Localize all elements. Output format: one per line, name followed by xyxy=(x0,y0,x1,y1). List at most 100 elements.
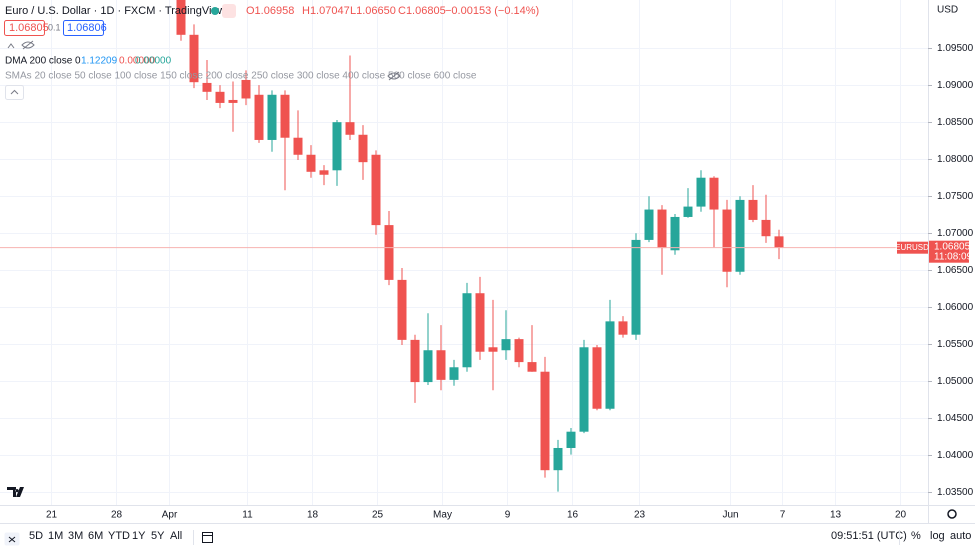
x-tick-label: 13 xyxy=(830,510,842,521)
x-tick-label: 20 xyxy=(895,510,907,521)
sell-price[interactable]: 1.06805 xyxy=(9,22,49,34)
price-label-box xyxy=(929,240,969,263)
candle-body xyxy=(592,347,602,409)
auto-toggle[interactable]: auto xyxy=(950,530,971,542)
candle-body xyxy=(462,293,472,368)
eye-icon[interactable] xyxy=(387,71,401,81)
x-tick-label: 16 xyxy=(567,510,579,521)
y-tick-label: 1.07500 xyxy=(937,191,974,202)
range-button[interactable]: 3M xyxy=(68,530,83,542)
x-tick-label: 11 xyxy=(242,510,253,521)
ohlc-low: L1.06650 xyxy=(350,5,396,17)
toolbar: 09:51:51 (UTC) % log auto 5D 1M 3M 6M YTD 1Y 5… xyxy=(4,509,971,546)
candle-body xyxy=(722,209,732,272)
eye-icon[interactable] xyxy=(21,40,35,50)
y-tick-label: 1.09000 xyxy=(937,80,974,91)
candle-body xyxy=(618,321,628,335)
y-tick-label: 1.08000 xyxy=(937,154,974,165)
buy-price[interactable]: 1.06806 xyxy=(67,22,107,34)
candle-body xyxy=(696,177,706,207)
candle-body xyxy=(215,91,225,103)
range-button[interactable]: All xyxy=(170,530,182,542)
x-tick-label: 9 xyxy=(505,510,511,521)
candle-body xyxy=(475,293,485,352)
range-button[interactable]: 1Y xyxy=(132,530,146,542)
candle-body xyxy=(241,79,251,99)
candle-body xyxy=(527,362,537,372)
sell-button[interactable] xyxy=(4,20,45,36)
y-tick-label: 1.06000 xyxy=(937,302,974,313)
candle-body xyxy=(631,239,641,335)
candle-body xyxy=(280,94,290,138)
candle-body xyxy=(709,177,719,210)
x-tick-label: Jun xyxy=(722,510,738,521)
settings-icon[interactable] xyxy=(947,509,957,519)
candle-body xyxy=(228,99,238,103)
range-button[interactable]: 5D xyxy=(29,530,43,542)
range-button[interactable]: 1M xyxy=(48,530,63,542)
chevron[interactable] xyxy=(10,89,19,95)
candle-body xyxy=(514,339,524,363)
candle-body xyxy=(761,219,771,237)
logo xyxy=(7,487,24,497)
y-tick-label: 1.08500 xyxy=(937,117,974,128)
collapse-icon[interactable] xyxy=(7,43,15,49)
candle-body xyxy=(566,431,576,448)
legend: Euro / U.S. Dollar · 1D · FXCM · Trading… xyxy=(4,4,539,100)
range-button[interactable]: 6M xyxy=(88,530,103,542)
candle-body xyxy=(319,170,329,175)
candle-body xyxy=(423,350,433,383)
countdown-label: 11:08:09 xyxy=(934,251,973,262)
candle-body xyxy=(553,447,563,471)
candle-body xyxy=(540,371,550,471)
range-button[interactable]: 5Y xyxy=(151,530,165,542)
dma-value: 0.00000 xyxy=(135,56,172,67)
x-tick-label: May xyxy=(433,510,452,521)
y-tick-label: 1.03500 xyxy=(937,487,974,498)
y-tick-label: 1.05500 xyxy=(937,339,974,350)
last-price-label: 1.06805 xyxy=(934,241,971,252)
status-badge xyxy=(222,4,236,18)
candle-body xyxy=(176,0,186,35)
candle-body xyxy=(657,209,667,249)
close-icon[interactable] xyxy=(8,536,16,543)
percent-toggle[interactable]: % xyxy=(911,530,921,542)
y-tick-label: 1.05000 xyxy=(937,376,974,387)
candle-body xyxy=(735,199,745,272)
log-toggle[interactable]: log xyxy=(930,530,945,542)
candle-body xyxy=(501,339,511,351)
candle-body xyxy=(267,94,277,140)
x-tick-label: 18 xyxy=(307,510,319,521)
dma-value: 0.00000 xyxy=(119,56,156,67)
dma-value: 1.12209 xyxy=(81,56,118,67)
symbol-title: Euro / U.S. Dollar · 1D · FXCM · Trading… xyxy=(5,5,226,17)
clock[interactable]: 09:51:51 (UTC) xyxy=(831,530,907,542)
candle-body xyxy=(345,122,355,135)
candle-body xyxy=(254,94,264,140)
candle-body xyxy=(332,122,342,171)
candle-body xyxy=(436,350,446,380)
x-tick-label: 7 xyxy=(780,510,786,521)
legend-toggle[interactable] xyxy=(5,85,24,100)
range-button[interactable]: YTD xyxy=(108,530,130,542)
logo-mark xyxy=(7,487,24,497)
candle-body xyxy=(774,236,784,248)
calendar-icon[interactable] xyxy=(202,532,213,543)
candle-body xyxy=(449,367,459,380)
x-tick-label: Apr xyxy=(162,510,178,521)
buy-button[interactable] xyxy=(63,20,104,36)
candle-body xyxy=(670,216,680,251)
x-tick-label: 23 xyxy=(634,510,646,521)
ohlc-high: H1.07047 xyxy=(302,5,350,17)
candle-body xyxy=(748,199,758,220)
market-status xyxy=(211,7,219,15)
candle-body xyxy=(605,321,615,409)
symbol-label: EURUSD xyxy=(895,243,929,252)
candle-body xyxy=(384,225,394,280)
candle-body xyxy=(644,209,654,240)
candle-body xyxy=(371,154,381,226)
currency: USD xyxy=(937,5,958,16)
x-tick-label: 21 xyxy=(46,510,58,521)
candle-body xyxy=(306,154,316,172)
